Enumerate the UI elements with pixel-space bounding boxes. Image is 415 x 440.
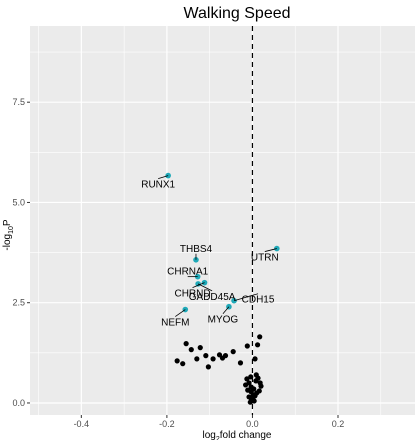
data-point — [194, 356, 200, 362]
data-point — [205, 364, 211, 370]
data-point — [254, 342, 261, 348]
label-leader-line — [175, 309, 186, 317]
gene-label-gadd45a: GADD45A — [189, 292, 236, 303]
gene-label-myog: MYOG — [208, 315, 239, 326]
data-point — [237, 360, 244, 366]
data-point — [252, 393, 258, 399]
x-tick-label: 0.2 — [332, 419, 345, 429]
y-tick-label: 7.5 — [12, 97, 25, 107]
label-leader-line — [222, 306, 230, 314]
x-axis-label: log2fold change — [203, 430, 272, 440]
data-point — [257, 334, 263, 340]
gene-label-nefm: NEFM — [161, 318, 189, 329]
label-leader-line — [264, 248, 277, 252]
data-point — [258, 383, 264, 389]
x-tick-label: -0.4 — [74, 419, 90, 429]
label-leader-line — [197, 283, 213, 292]
gene-label-chrnd: CHRND — [174, 289, 210, 300]
highlighted-point-utrn — [274, 245, 280, 252]
label-leader-line — [158, 175, 169, 179]
data-point — [244, 376, 250, 382]
gene-label-thbs4: THBS4 — [180, 244, 213, 255]
gene-label-chrna1: CHRNA1 — [167, 267, 209, 278]
data-point — [188, 347, 194, 353]
x-axis-label-prefix: log — [203, 430, 216, 440]
gene-label-runx1: RUNX1 — [141, 180, 175, 191]
gene-label-cdh15: CDH15 — [242, 295, 275, 306]
y-axis-label: -log10P — [2, 219, 15, 250]
x-axis-ticks: -0.4 -0.2 0.0 0.2 — [74, 415, 345, 429]
data-point — [248, 374, 254, 380]
gridlines — [30, 26, 415, 415]
data-point — [197, 345, 203, 351]
gene-label-utrn: UTRN — [251, 253, 279, 264]
x-axis-label-suffix: fold change — [220, 430, 272, 440]
data-point — [244, 343, 250, 349]
plot-panel — [30, 26, 415, 415]
x-tick-label: 0.0 — [246, 419, 259, 429]
data-point — [219, 355, 226, 361]
data-point — [203, 353, 209, 359]
x-axis-label-subscript: 2 — [216, 436, 220, 440]
data-point — [247, 399, 253, 405]
y-tick-label: 5.0 — [12, 197, 25, 207]
y-axis-ticks: 0.0 2.5 5.0 7.5 — [12, 97, 30, 408]
data-point — [180, 361, 186, 367]
y-axis-label-subscript: 10 — [8, 226, 15, 234]
label-leader-line — [192, 282, 205, 289]
y-tick-label: 2.5 — [12, 298, 25, 308]
x-tick-label: -0.2 — [159, 419, 175, 429]
data-point — [243, 382, 249, 388]
data-point — [253, 372, 259, 378]
y-axis-label-prefix: -log — [2, 234, 13, 251]
chart-title: Walking Speed — [183, 5, 290, 22]
data-point — [183, 341, 189, 347]
data-point — [210, 356, 216, 362]
y-axis-label-suffix: P — [2, 219, 13, 226]
data-points — [165, 172, 280, 405]
data-point — [245, 387, 251, 393]
data-point — [230, 349, 236, 355]
data-point — [252, 356, 258, 362]
y-tick-label: 0.0 — [12, 398, 25, 408]
data-point — [174, 358, 180, 364]
label-leader-line — [233, 293, 259, 302]
